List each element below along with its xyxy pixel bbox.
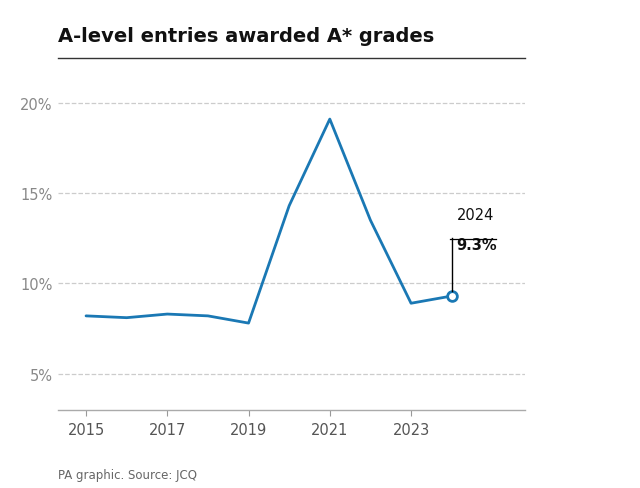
Text: PA graphic. Source: JCQ: PA graphic. Source: JCQ [58, 468, 196, 481]
Text: A-level entries awarded A* grades: A-level entries awarded A* grades [58, 27, 434, 46]
Text: 9.3%: 9.3% [456, 238, 497, 253]
Text: 2024: 2024 [456, 207, 494, 223]
